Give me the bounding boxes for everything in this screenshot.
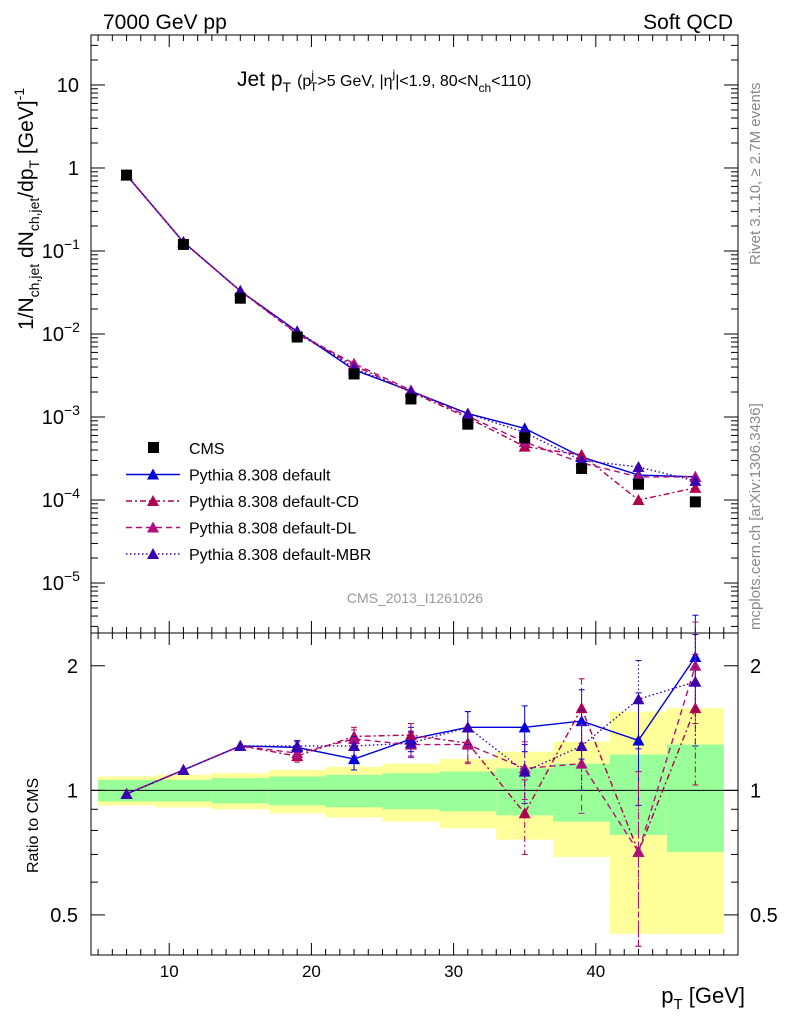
green-band-bin bbox=[382, 773, 440, 810]
y-tick-label: 10 bbox=[42, 490, 64, 512]
mcplots-reference-label: mcplots.cern.ch [arXiv:1306.3436] bbox=[747, 403, 764, 630]
green-band-bin bbox=[439, 771, 497, 812]
header-right-label: Soft QCD bbox=[643, 11, 733, 34]
legend-label: Pythia 8.308 default bbox=[189, 468, 331, 485]
legend-label: Pythia 8.308 default-CD bbox=[189, 494, 359, 511]
series-line-4 bbox=[126, 174, 696, 482]
series-point-4 bbox=[575, 454, 588, 466]
y-tick-label: 10 bbox=[42, 241, 64, 263]
ratio-axis-label: Ratio to CMS bbox=[25, 778, 42, 873]
cms-point bbox=[405, 393, 417, 405]
series-line-1 bbox=[126, 174, 696, 478]
ratio-point-2 bbox=[348, 733, 361, 745]
ratio-point-3 bbox=[177, 763, 190, 775]
ratio-point-0 bbox=[575, 715, 588, 727]
cms-point bbox=[462, 418, 474, 430]
legend-label: CMS bbox=[189, 441, 225, 458]
green-band-bin bbox=[666, 744, 724, 852]
y-tick-exponent: −2 bbox=[64, 319, 80, 335]
ratio-frame bbox=[90, 632, 739, 956]
series-point-4 bbox=[632, 460, 645, 472]
x-tick-label: 30 bbox=[444, 962, 463, 981]
ratio-point-0 bbox=[348, 753, 361, 765]
ratio-tick-label-left: 0.5 bbox=[50, 905, 78, 927]
series-point-4 bbox=[689, 474, 702, 486]
series-point-4 bbox=[461, 407, 474, 419]
header-left-label: 7000 GeV pp bbox=[103, 11, 227, 34]
y-tick-exponent: −1 bbox=[64, 236, 80, 252]
ratio-point-2 bbox=[291, 747, 304, 759]
x-tick-label: 40 bbox=[586, 962, 605, 981]
ratio-point-3 bbox=[689, 675, 702, 687]
y-tick-exponent: −5 bbox=[64, 568, 80, 584]
y-tick-exponent: −3 bbox=[64, 402, 80, 418]
y-tick-label: 10 bbox=[57, 75, 79, 97]
legend-label: Pythia 8.308 default-MBR bbox=[189, 547, 371, 564]
ratio-tick-label-left: 2 bbox=[67, 656, 78, 678]
ratio-point-3 bbox=[404, 737, 417, 749]
x-axis-label: pT [GeV] bbox=[661, 983, 745, 1013]
ratio-point-1 bbox=[518, 807, 531, 819]
x-tick-label: 10 bbox=[160, 962, 179, 981]
x-tick-label: 20 bbox=[302, 962, 321, 981]
main-frame bbox=[90, 34, 739, 634]
legend-marker bbox=[147, 521, 159, 533]
ratio-point-0 bbox=[632, 734, 645, 746]
y-axis-label: 1/Nch,jet dNch,jet/dpT [GeV]-1 bbox=[11, 88, 42, 330]
ratio-point-3 bbox=[632, 693, 645, 705]
cms-point bbox=[576, 462, 588, 474]
cms-point bbox=[177, 238, 189, 250]
y-tick-label: 10 bbox=[42, 324, 64, 346]
ratio-tick-label-right: 0.5 bbox=[750, 905, 778, 927]
ratio-tick-label-left: 1 bbox=[67, 780, 78, 802]
ratio-point-2 bbox=[632, 845, 645, 857]
cms-point bbox=[291, 331, 303, 343]
analysis-watermark: CMS_2013_I1261026 bbox=[347, 590, 483, 606]
ratio-point-3 bbox=[234, 739, 247, 751]
plot-title: Jet pT (pj T>5 GeV, |ηj|<1.9, 80<Nch<110) bbox=[237, 67, 531, 95]
legend-marker bbox=[147, 495, 159, 506]
series-line-3 bbox=[126, 174, 696, 478]
green-band-bin bbox=[325, 774, 383, 808]
cms-point bbox=[234, 292, 246, 304]
series-markers bbox=[120, 169, 702, 947]
cms-point bbox=[121, 169, 133, 181]
rivet-version-label: Rivet 3.1.10, ≥ 2.7M events bbox=[747, 83, 764, 266]
legend-marker bbox=[147, 468, 159, 480]
ratio-point-3 bbox=[348, 739, 361, 751]
y-tick-label: 10 bbox=[42, 407, 64, 429]
legend-marker bbox=[147, 548, 159, 559]
ratio-point-0 bbox=[518, 721, 531, 733]
ratio-line-2 bbox=[126, 665, 697, 854]
legend-marker-cms bbox=[148, 442, 159, 453]
series-point-2 bbox=[632, 494, 645, 506]
y-tick-label: 1 bbox=[68, 158, 79, 180]
series-point-2 bbox=[575, 448, 588, 460]
ratio-tick-label-right: 1 bbox=[750, 780, 761, 802]
cms-point bbox=[689, 496, 701, 508]
y-tick-exponent: −4 bbox=[64, 485, 80, 501]
ratio-point-3 bbox=[291, 739, 304, 751]
ratio-point-3 bbox=[120, 787, 133, 799]
green-band-bin bbox=[553, 763, 611, 822]
ratio-point-3 bbox=[461, 721, 474, 733]
ratio-point-3 bbox=[518, 765, 531, 777]
ratio-tick-label-right: 2 bbox=[750, 656, 761, 678]
series-point-2 bbox=[689, 481, 702, 493]
series-line-2 bbox=[126, 174, 696, 501]
ratio-point-3 bbox=[575, 739, 588, 751]
legend: CMS Pythia 8.308 default Pythia 8.308 defa… bbox=[126, 441, 371, 564]
ratio-point-2 bbox=[689, 659, 702, 671]
cms-point bbox=[348, 368, 360, 380]
y-tick-label: 10 bbox=[42, 573, 64, 595]
cms-point bbox=[632, 478, 644, 490]
cms-point bbox=[519, 432, 531, 444]
legend-label: Pythia 8.308 default-DL bbox=[189, 521, 356, 538]
green-band-bin bbox=[268, 776, 326, 806]
ratio-line-3 bbox=[126, 681, 696, 795]
